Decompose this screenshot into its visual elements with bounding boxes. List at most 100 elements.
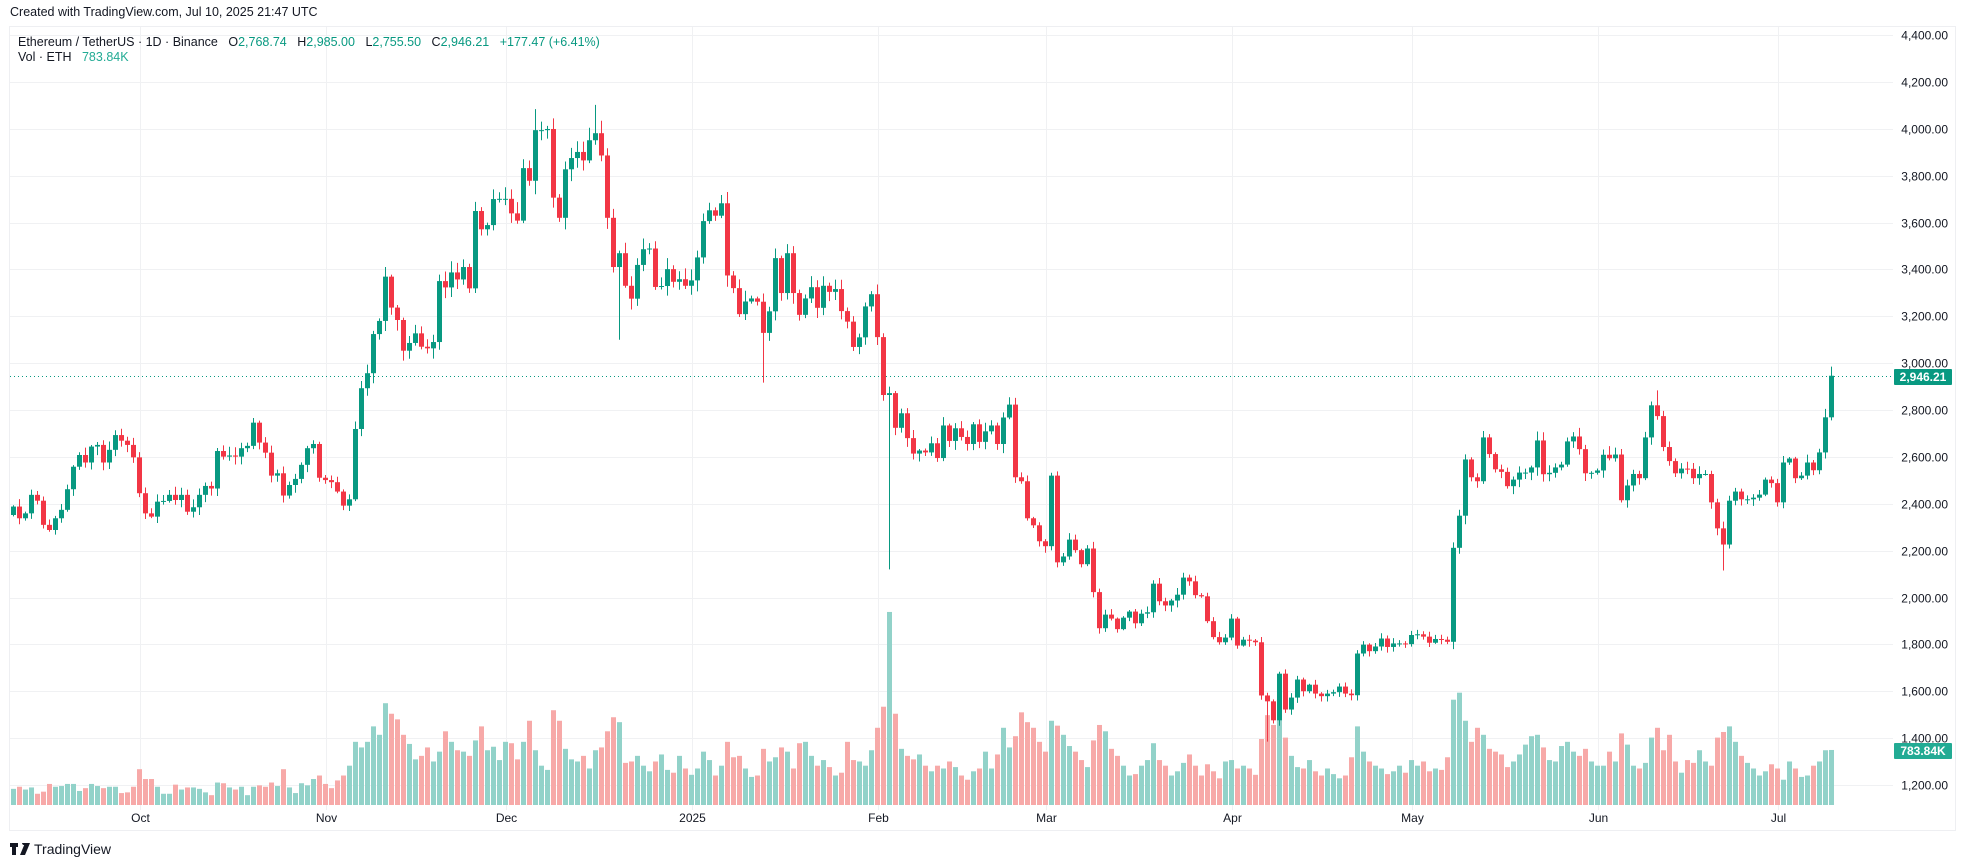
volume-bar bbox=[1529, 736, 1534, 805]
volume-bar bbox=[155, 786, 160, 805]
candle-body bbox=[1751, 497, 1756, 500]
volume-bar bbox=[197, 788, 202, 805]
volume-bar bbox=[419, 755, 424, 805]
candle-body bbox=[1103, 614, 1108, 629]
volume-bar bbox=[1457, 692, 1462, 805]
volume-bar bbox=[1553, 761, 1558, 805]
open-value: 2,768.74 bbox=[238, 35, 287, 49]
candle-body bbox=[1547, 472, 1552, 475]
volume-bar bbox=[293, 793, 298, 805]
candle-body bbox=[1781, 462, 1786, 503]
volume-bar bbox=[1169, 775, 1174, 805]
candle-body bbox=[1469, 459, 1474, 478]
candle-body bbox=[587, 140, 592, 161]
volume-bar bbox=[95, 786, 100, 805]
candle-body bbox=[1067, 539, 1072, 557]
volume-bar bbox=[1181, 762, 1186, 805]
candle-body bbox=[1193, 581, 1198, 596]
volume-bar bbox=[1277, 706, 1282, 805]
candle-body bbox=[347, 499, 352, 506]
candle-body bbox=[341, 491, 346, 506]
candle-body bbox=[413, 333, 418, 343]
volume-bar bbox=[605, 731, 610, 805]
volume-bar bbox=[1415, 765, 1420, 805]
volume-bar bbox=[1289, 755, 1294, 805]
volume-bar bbox=[1565, 741, 1570, 805]
volume-bar bbox=[335, 780, 340, 805]
volume-bar bbox=[251, 786, 256, 805]
candle-body bbox=[1601, 454, 1606, 471]
candle-body bbox=[263, 442, 268, 453]
volume-bar bbox=[41, 791, 46, 805]
volume-bar bbox=[785, 751, 790, 805]
volume-bar bbox=[215, 782, 220, 805]
candle-body bbox=[521, 168, 526, 221]
volume-bar bbox=[965, 779, 970, 805]
volume-label[interactable]: Vol · ETH bbox=[18, 50, 72, 64]
volume-bar bbox=[1205, 764, 1210, 805]
candle-body bbox=[1787, 458, 1792, 463]
volume-bar bbox=[407, 743, 412, 805]
volume-bar bbox=[1715, 737, 1720, 805]
volume-bar bbox=[617, 722, 622, 805]
grid-lines bbox=[10, 27, 1893, 810]
candle-body bbox=[1457, 515, 1462, 548]
tradingview-logo[interactable]: TradingView bbox=[10, 841, 111, 857]
candle-body bbox=[1385, 638, 1390, 647]
candle-body bbox=[1013, 404, 1018, 478]
time-tick-label: Jul bbox=[1771, 811, 1786, 825]
volume-bar bbox=[1649, 737, 1654, 805]
volume-bar bbox=[1145, 760, 1150, 805]
candle-body bbox=[1529, 467, 1534, 473]
candle-body bbox=[719, 203, 724, 216]
volume-bar bbox=[1109, 748, 1114, 805]
candle-body bbox=[1247, 639, 1252, 641]
volume-bar bbox=[281, 769, 286, 805]
volume-bar bbox=[1547, 760, 1552, 805]
candle-body bbox=[545, 128, 550, 131]
candle-body bbox=[797, 293, 802, 315]
volume-bar bbox=[233, 789, 238, 805]
candle-body bbox=[305, 448, 310, 465]
candle-body bbox=[1109, 614, 1114, 619]
volume-bar bbox=[533, 750, 538, 805]
candle-body bbox=[707, 210, 712, 222]
candle-body bbox=[485, 225, 490, 230]
candle-body bbox=[1505, 471, 1510, 487]
volume-bar bbox=[1127, 775, 1132, 805]
low-value: 2,755.50 bbox=[372, 35, 422, 49]
candle-body bbox=[1745, 499, 1750, 501]
volume-bar bbox=[329, 788, 334, 805]
volume-bar bbox=[1337, 778, 1342, 805]
candle-body bbox=[251, 422, 256, 446]
candle-body bbox=[941, 425, 946, 459]
volume-bar bbox=[1121, 765, 1126, 805]
candle-body bbox=[995, 425, 1000, 444]
candle-body bbox=[1679, 468, 1684, 474]
candle-body bbox=[101, 444, 106, 463]
volume-bar bbox=[1511, 761, 1516, 805]
volume-bar bbox=[455, 750, 460, 805]
candle-body bbox=[899, 413, 904, 428]
candle-body bbox=[1391, 643, 1396, 647]
price-tick-label: 1,400.00 bbox=[1901, 732, 1948, 746]
volume-bar bbox=[347, 765, 352, 805]
candle-body bbox=[1235, 618, 1240, 646]
volume-bar bbox=[1085, 767, 1090, 805]
price-tick-label: 4,400.00 bbox=[1901, 29, 1948, 43]
volume-bar bbox=[1535, 734, 1540, 805]
volume-bar bbox=[305, 785, 310, 805]
candle-body bbox=[1271, 701, 1276, 721]
volume-bar bbox=[1061, 734, 1066, 805]
volume-bar bbox=[1619, 733, 1624, 805]
volume-bar bbox=[875, 727, 880, 805]
candle-body bbox=[1523, 472, 1528, 474]
candle-body bbox=[617, 253, 622, 268]
volume-bar bbox=[1583, 748, 1588, 805]
volume-bar bbox=[149, 779, 154, 805]
volume-bar bbox=[161, 793, 166, 805]
volume-bar bbox=[1667, 734, 1672, 805]
created-with-caption: Created with TradingView.com, Jul 10, 20… bbox=[10, 5, 318, 19]
symbol-title[interactable]: Ethereum / TetherUS · 1D · Binance bbox=[18, 35, 218, 49]
